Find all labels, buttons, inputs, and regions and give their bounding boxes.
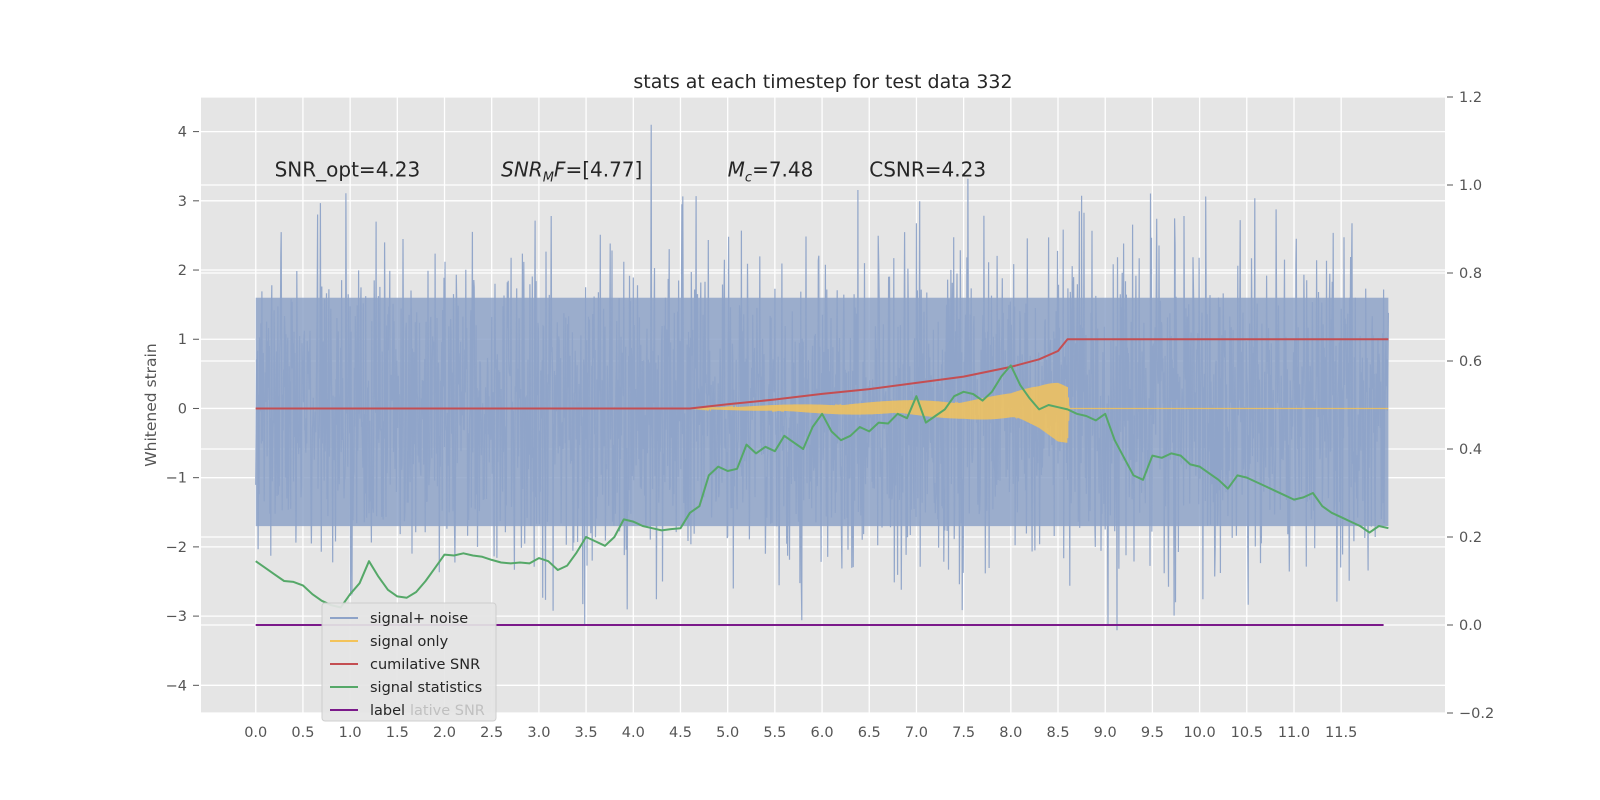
annotations: SNR_opt=4.23 SNRMF=[4.77] Mc=7.48 CSNR=4.23 (275, 158, 986, 186)
noise-trace (255, 124, 1389, 631)
x-tick-label: 6.5 (858, 725, 881, 741)
x-tick-label: 2.0 (433, 725, 456, 741)
annotation: CSNR=4.23 (869, 158, 986, 182)
y2-tick-label: −0.2 (1459, 706, 1494, 722)
x-tick-label: 1.0 (339, 725, 362, 741)
legend-label: label (370, 703, 405, 719)
x-tick-label: 0.5 (291, 725, 314, 741)
x-tick-label: 7.0 (905, 725, 928, 741)
annotation: SNR_opt=4.23 (275, 158, 421, 182)
y-tick-label: −3 (166, 609, 187, 625)
legend: signal+ noise signal only cumilative SNR si… (321, 602, 497, 722)
x-tick-label: 6.0 (811, 725, 834, 741)
x-tick-label: 11.5 (1325, 725, 1357, 741)
x-tick-label: 10.5 (1231, 725, 1263, 741)
y-tick-label: 2 (178, 263, 187, 279)
x-tick-label: 7.5 (952, 725, 975, 741)
y2-tick-label: 0.6 (1459, 354, 1482, 370)
y2-tick-label: 0.0 (1459, 618, 1482, 634)
chart-title: stats at each timestep for test data 332 (633, 71, 1012, 93)
y2-tick-label: 0.2 (1459, 530, 1482, 546)
x-tick-label: 9.5 (1141, 725, 1164, 741)
x-tick-label: 4.5 (669, 725, 692, 741)
y-tick-label: −1 (166, 471, 187, 487)
y-tick-label: 1 (178, 332, 187, 348)
y2-tick-label: 0.8 (1459, 266, 1482, 282)
series-line-cumilative-snr (255, 338, 1389, 410)
y-tick-label: −4 (166, 678, 187, 694)
x-tick-label: 9.0 (1094, 725, 1117, 741)
signal-only-trace (689, 382, 1389, 443)
annotation: SNRMF=[4.77] (501, 158, 642, 186)
x-tick-label: 10.0 (1183, 725, 1215, 741)
x-tick-label: 5.0 (716, 725, 739, 741)
x-tick-label: 11.0 (1278, 725, 1310, 741)
y2-tick-label: 1.0 (1459, 178, 1482, 194)
y2-tick-label: 0.4 (1459, 442, 1482, 458)
y-axis-right: 1.2 1.0 0.8 0.6 0.4 0.2 0.0 −0.2 (1447, 90, 1494, 722)
signal-only-series (689, 382, 1389, 443)
x-tick-label: 3.0 (527, 725, 550, 741)
x-tick-label: 5.5 (763, 725, 786, 741)
x-tick-label: 8.5 (1046, 725, 1069, 741)
legend-label: signal statistics (370, 680, 482, 696)
annotation: Mc=7.48 (728, 158, 814, 186)
y-tick-label: 4 (178, 125, 187, 141)
y-axis-left: 4 3 2 1 0 −1 −2 −3 −4 (166, 125, 199, 694)
x-tick-label: 2.5 (480, 725, 503, 741)
x-tick-label: 0.0 (244, 725, 267, 741)
x-axis: 0.0 0.5 1.0 1.5 2.0 2.5 3.0 3.5 4.0 4.5 5.0 5.5 6.0 6… (244, 725, 1357, 741)
x-tick-label: 4.0 (622, 725, 645, 741)
legend-box (321, 602, 497, 722)
y-tick-label: 0 (178, 401, 187, 417)
y2-tick-label: 1.2 (1459, 90, 1482, 106)
y-tick-label: 3 (178, 194, 187, 210)
legend-label: cumilative SNR (370, 657, 480, 673)
legend-ghost-text: lative SNR (410, 703, 485, 719)
x-tick-label: 8.0 (999, 725, 1022, 741)
x-tick-label: 3.5 (575, 725, 598, 741)
series-line-signal-statistics (255, 364, 1389, 609)
y-axis-label: Whitened strain (142, 343, 160, 466)
legend-label: signal only (370, 634, 449, 650)
x-tick-label: 1.5 (386, 725, 409, 741)
y-tick-label: −2 (166, 540, 187, 556)
legend-label: signal+ noise (370, 611, 468, 627)
